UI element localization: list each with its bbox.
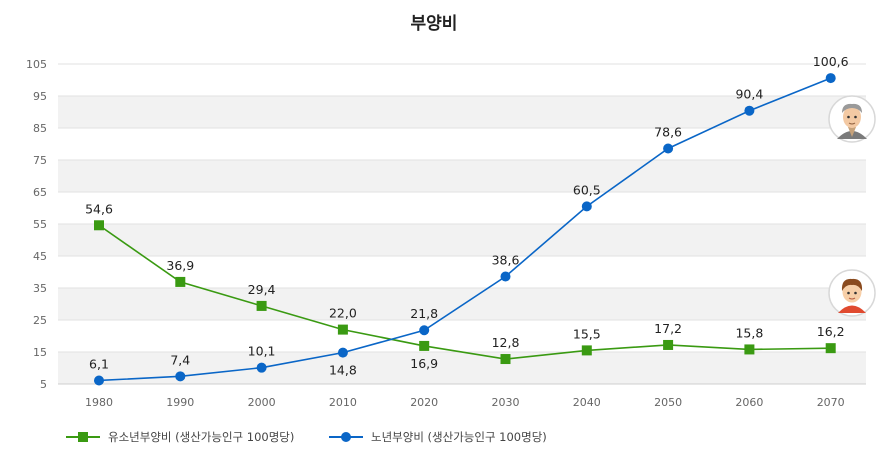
legend-label: 노년부양비 (생산가능인구 100명당) (371, 430, 547, 444)
legend: 유소년부양비 (생산가능인구 100명당) 노년부양비 (생산가능인구 100명당… (66, 430, 547, 444)
data-label: 36,9 (166, 258, 194, 273)
series-line (98, 77, 831, 382)
data-label: 17,2 (654, 321, 682, 336)
data-point-square (663, 339, 674, 350)
elderly-person-icon (828, 95, 876, 143)
data-label: 29,4 (248, 282, 276, 297)
x-tick-label: 2060 (735, 396, 763, 409)
x-tick-label: 2020 (410, 396, 438, 409)
data-point-square (94, 220, 104, 231)
series-lines (98, 77, 831, 382)
data-point-circle (744, 105, 755, 116)
data-point-square (500, 354, 511, 365)
legend-marker-circle (341, 432, 351, 442)
x-tick-label: 2040 (573, 396, 601, 409)
grid-bands (58, 96, 866, 384)
data-point-circle (94, 375, 104, 386)
child-icon (828, 269, 876, 317)
data-label: 16,2 (817, 324, 845, 339)
x-tick-label: 2050 (654, 396, 682, 409)
grid-band (58, 352, 866, 384)
y-tick-label: 75 (33, 154, 47, 167)
grid-band (58, 160, 866, 192)
x-tick-label: 1990 (166, 396, 194, 409)
data-point-circle (500, 271, 511, 282)
series-line (98, 224, 831, 360)
y-tick-label: 105 (26, 58, 47, 71)
data-label: 10,1 (248, 344, 276, 359)
data-point-circle (663, 143, 674, 154)
legend-label: 유소년부양비 (생산가능인구 100명당) (108, 430, 294, 444)
y-tick-label: 15 (33, 346, 47, 359)
y-tick-label: 5 (40, 378, 47, 391)
data-point-square (419, 340, 430, 351)
grid-band (58, 288, 866, 320)
data-label: 100,6 (813, 54, 849, 69)
grid-lines (58, 63, 866, 385)
y-tick-label: 65 (33, 186, 47, 199)
data-point-circle (256, 362, 267, 373)
data-label: 7,4 (170, 352, 190, 367)
series-icons (828, 95, 876, 317)
chart-title: 부양비 (411, 14, 458, 34)
data-point-circle (581, 201, 592, 212)
data-label: 78,6 (654, 124, 682, 139)
data-label: 12,8 (492, 335, 520, 350)
data-point-circle (419, 325, 430, 336)
data-label: 54,6 (85, 201, 113, 216)
y-tick-label: 35 (33, 282, 47, 295)
x-axis-ticks: 1980 1990 2000 2010 2020 2030 2040 2050 2060 2070 (85, 396, 845, 409)
x-tick-label: 2010 (329, 396, 357, 409)
data-point-square (825, 343, 836, 354)
data-label: 21,8 (410, 306, 438, 321)
data-label: 16,9 (410, 356, 438, 371)
data-point-square (337, 324, 348, 335)
x-tick-label: 2030 (492, 396, 520, 409)
x-tick-label: 1980 (85, 396, 113, 409)
data-label: 15,5 (573, 326, 601, 341)
data-label: 38,6 (492, 252, 520, 267)
legend-marker-square (78, 432, 88, 442)
y-axis-ticks: 5 15 25 35 45 55 65 75 85 95 105 (26, 58, 47, 391)
data-point-square (256, 300, 267, 311)
data-point-circle (337, 347, 348, 358)
y-tick-label: 45 (33, 250, 47, 263)
grid-band (58, 96, 866, 128)
data-label: 14,8 (329, 363, 357, 378)
series-markers (94, 73, 836, 386)
y-tick-label: 85 (33, 122, 47, 135)
x-tick-label: 2000 (248, 396, 276, 409)
x-tick-label: 2070 (817, 396, 845, 409)
data-point-square (744, 344, 755, 355)
data-label: 60,5 (573, 182, 601, 197)
data-label: 6,1 (89, 356, 109, 371)
data-label: 22,0 (329, 306, 357, 321)
y-tick-label: 95 (33, 90, 47, 103)
y-tick-label: 25 (33, 314, 47, 327)
data-label: 90,4 (735, 87, 763, 102)
data-labels: 54,6 36,9 29,4 22,0 16,9 12,8 15,5 17,2 15,8 16,2… (85, 54, 849, 378)
grid-band (58, 224, 866, 256)
data-point-square (581, 345, 592, 356)
y-tick-label: 55 (33, 218, 47, 231)
data-point-circle (175, 371, 186, 382)
data-point-square (175, 276, 186, 287)
data-point-circle (825, 73, 836, 84)
data-label: 15,8 (735, 325, 763, 340)
